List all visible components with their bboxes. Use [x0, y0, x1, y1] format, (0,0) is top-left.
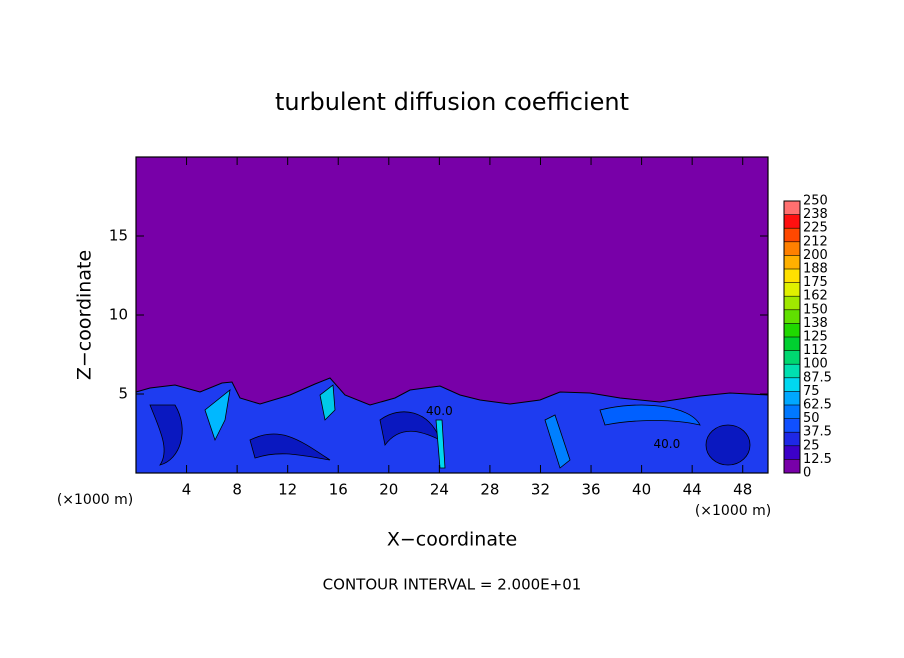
y-axis-label: Z−coordinate [74, 250, 96, 380]
colorbar-band [784, 323, 800, 337]
eddy [544, 414, 571, 469]
colorbar-label: 25 [803, 438, 820, 453]
colorbar-band [784, 269, 800, 283]
colorbar-band [784, 391, 800, 405]
colorbar-label: 250 [803, 194, 828, 209]
contour-label: 40.0 [426, 404, 453, 418]
x-tick-label: 40 [632, 481, 651, 499]
colorbar-band [784, 459, 800, 473]
colorbar-band [784, 201, 800, 215]
colorbar-label: 188 [803, 262, 828, 277]
eddy [149, 404, 183, 466]
eddy [249, 433, 331, 461]
colorbar-label: 162 [803, 289, 828, 304]
colorbar-label: 212 [803, 234, 828, 249]
contour-label: 40.0 [654, 437, 681, 451]
axes: 40.040.04 8 12 16 20 24 28 32 36 40 44 4851015012.5… [109, 156, 832, 499]
x-tick-label: 4 [182, 481, 192, 499]
x-tick-label: 8 [232, 481, 242, 499]
colorbar-band [784, 309, 800, 324]
colorbar-label: 112 [803, 343, 828, 358]
x-tick-label: 44 [683, 481, 702, 499]
colorbar-label: 225 [803, 221, 828, 236]
colorbar-band [784, 350, 800, 365]
colorbar-band [784, 214, 800, 229]
y-tick-label: 5 [118, 385, 128, 403]
colorbar-band [784, 282, 800, 297]
colorbar-band [784, 255, 800, 269]
x-unit-left: (×1000 m) [57, 492, 133, 508]
x-tick-label: 48 [733, 481, 752, 499]
eddy [705, 424, 751, 466]
y-tick-label: 15 [109, 227, 128, 245]
colorbar-band [784, 364, 800, 378]
colorbar-label: 37.5 [803, 425, 832, 440]
x-axis-label: X−coordinate [387, 529, 517, 551]
colorbar-band [784, 418, 800, 433]
contour-interval: CONTOUR INTERVAL = 2.000E+01 [323, 576, 582, 594]
colorbar-band [784, 337, 800, 351]
colorbar-label: 238 [803, 207, 828, 222]
colorbar-label: 50 [803, 411, 820, 426]
x-tick-label: 20 [379, 481, 398, 499]
colorbar-band [784, 445, 800, 460]
colorbar-label: 175 [803, 275, 828, 290]
colorbar-band [784, 241, 800, 256]
colorbar-band [784, 296, 800, 310]
colorbar-band [784, 228, 800, 242]
turbulent-layer [135, 377, 769, 474]
x-tick-label: 36 [581, 481, 600, 499]
colorbar-label: 150 [803, 302, 828, 317]
eddy [204, 389, 231, 442]
y-tick-label: 10 [109, 306, 128, 324]
colorbar-label: 12.5 [803, 452, 832, 467]
colorbar-label: 75 [803, 384, 820, 399]
colorbar-band [784, 432, 800, 446]
colorbar-label: 138 [803, 316, 828, 331]
x-unit-right: (×1000 m) [695, 503, 771, 519]
colorbar-label: 100 [803, 357, 828, 372]
colorbar-label: 62.5 [803, 398, 832, 413]
colorbar-label: 0 [803, 466, 811, 481]
eddy [319, 384, 336, 421]
x-tick-label: 32 [531, 481, 550, 499]
colorbar-label: 200 [803, 248, 828, 263]
eddy [435, 419, 446, 469]
colorbar-label: 125 [803, 330, 828, 345]
colorbar-band [784, 405, 800, 419]
colorbar-label: 87.5 [803, 370, 832, 385]
chart-title: turbulent diffusion coefficient [275, 88, 629, 116]
x-tick-label: 16 [329, 481, 348, 499]
x-tick-label: 12 [278, 481, 297, 499]
colorbar-band [784, 377, 800, 392]
eddy [599, 404, 701, 426]
x-tick-label: 28 [480, 481, 499, 499]
x-tick-label: 24 [430, 481, 449, 499]
